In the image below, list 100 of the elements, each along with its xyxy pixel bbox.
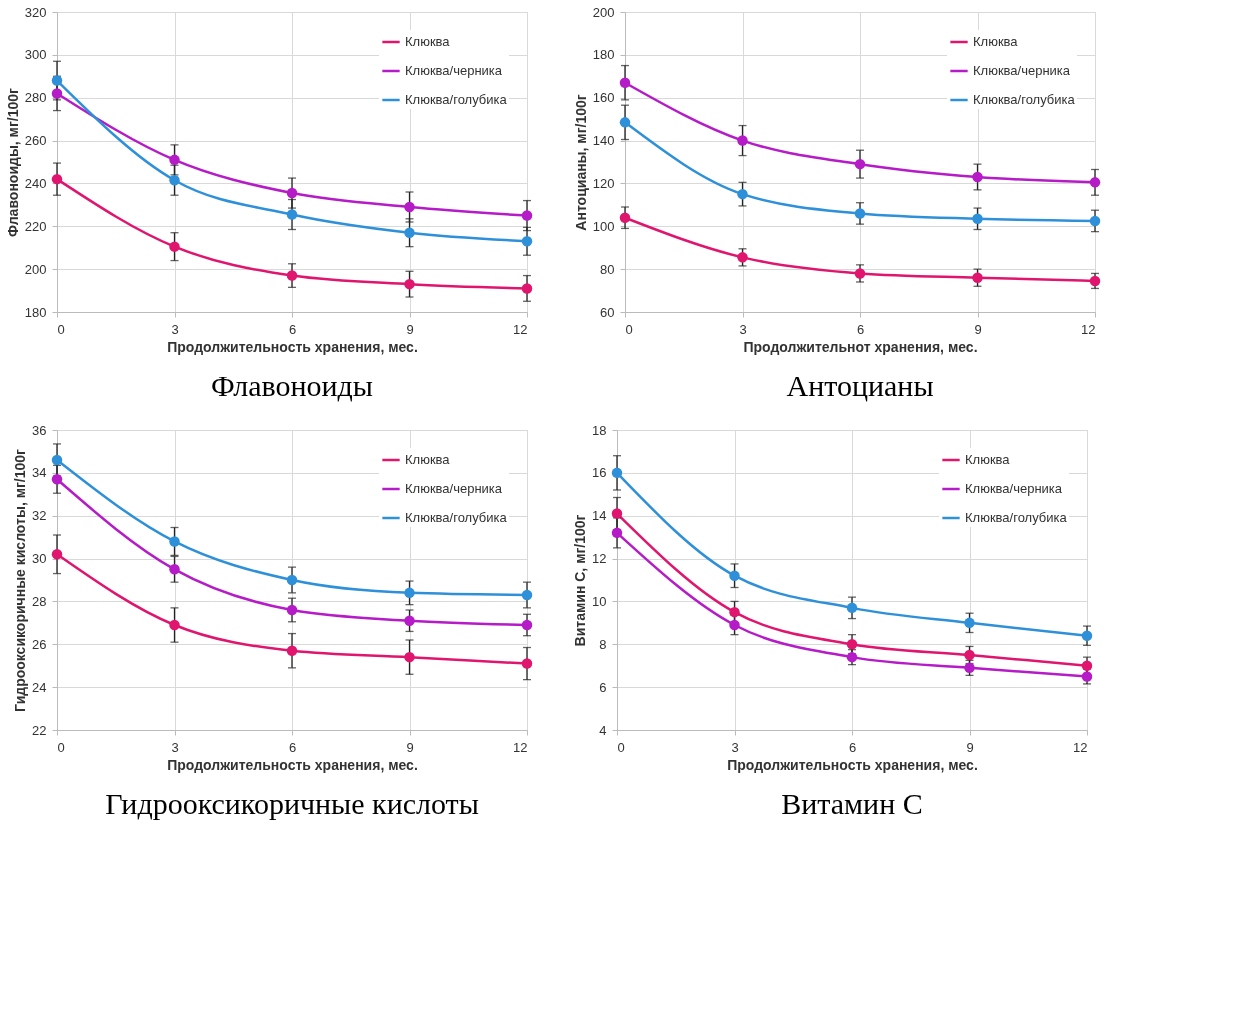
legend-label: Клюква/черника bbox=[973, 63, 1071, 78]
y-tick-label: 180 bbox=[592, 47, 615, 63]
legend-label: Клюква/голубика bbox=[973, 92, 1076, 107]
x-tick-label: 9 bbox=[406, 321, 414, 337]
point bbox=[169, 564, 180, 575]
x-tick-label: 0 bbox=[57, 739, 65, 755]
point bbox=[972, 171, 983, 183]
y-axis-title: Витамин С, мг/100г bbox=[572, 514, 589, 647]
point bbox=[169, 154, 180, 166]
point bbox=[619, 117, 631, 128]
y-tick-label: 160 bbox=[592, 90, 615, 106]
y-tick-label: 22 bbox=[32, 722, 47, 738]
point bbox=[846, 639, 858, 650]
point bbox=[737, 188, 748, 200]
point bbox=[404, 201, 415, 213]
point bbox=[286, 645, 298, 656]
point bbox=[619, 212, 631, 223]
x-tick-label: 9 bbox=[406, 739, 414, 755]
x-tick-label: 6 bbox=[288, 321, 297, 337]
x-tick-label: 12 bbox=[1073, 739, 1088, 755]
x-tick-label: 3 bbox=[171, 321, 179, 337]
point bbox=[521, 236, 533, 247]
y-axis-title: Антоцианы, мг/100г bbox=[572, 94, 589, 231]
legend-label: Клюква/черника bbox=[405, 481, 503, 496]
point bbox=[854, 268, 866, 279]
point bbox=[854, 208, 866, 219]
point bbox=[964, 649, 975, 661]
y-tick-label: 30 bbox=[32, 551, 47, 567]
point bbox=[404, 278, 415, 290]
point bbox=[51, 75, 63, 86]
y-tick-label: 60 bbox=[600, 304, 615, 320]
x-tick-label: 12 bbox=[513, 321, 528, 337]
y-tick-label: 10 bbox=[592, 593, 607, 609]
point bbox=[169, 174, 180, 186]
point bbox=[1081, 630, 1093, 641]
legend-label: Клюква bbox=[405, 34, 451, 49]
x-tick-label: 0 bbox=[57, 321, 65, 337]
y-axis-title: Гидрооксикоричные кислоты, мг/100г bbox=[12, 448, 29, 712]
text: Флавоноиды bbox=[211, 369, 373, 402]
y-tick-label: 12 bbox=[592, 551, 607, 567]
y-tick-label: 100 bbox=[592, 218, 615, 234]
text: Гидрооксикоричные кислоты bbox=[105, 787, 479, 820]
y-tick-label: 32 bbox=[32, 508, 47, 524]
point bbox=[521, 210, 533, 221]
x-axis-title: Продолжительность хранения, мес. bbox=[167, 756, 418, 773]
y-tick-label: 300 bbox=[24, 47, 47, 63]
x-tick-label: 6 bbox=[288, 739, 297, 755]
x-axis-title: Продолжительнот хранения, мес. bbox=[743, 338, 978, 355]
point bbox=[737, 135, 748, 146]
y-tick-label: 200 bbox=[592, 4, 615, 20]
y-tick-label: 180 bbox=[24, 304, 47, 320]
y-tick-label: 18 bbox=[592, 422, 607, 438]
x-tick-label: 6 bbox=[848, 739, 857, 755]
point bbox=[611, 527, 623, 539]
y-tick-label: 26 bbox=[32, 636, 47, 652]
y-tick-label: 8 bbox=[599, 636, 607, 652]
point bbox=[619, 77, 631, 88]
y-tick-label: 320 bbox=[24, 4, 47, 20]
y-tick-label: 200 bbox=[24, 261, 47, 277]
point bbox=[404, 651, 415, 663]
point bbox=[729, 606, 740, 618]
text: Антоцианы bbox=[786, 369, 934, 402]
y-tick-label: 28 bbox=[32, 593, 47, 609]
point bbox=[404, 615, 415, 626]
y-axis-title: Флавоноиды, мг/100г bbox=[4, 87, 21, 237]
point bbox=[521, 589, 533, 601]
x-tick-label: 0 bbox=[625, 321, 633, 337]
point bbox=[737, 252, 748, 263]
y-tick-label: 14 bbox=[592, 508, 607, 524]
point bbox=[404, 227, 415, 238]
point bbox=[611, 467, 623, 479]
y-tick-label: 120 bbox=[592, 175, 615, 191]
legend-label: Клюква/голубика bbox=[965, 510, 1068, 525]
y-tick-label: 34 bbox=[32, 465, 47, 481]
point bbox=[286, 604, 298, 616]
x-axis-title: Продолжительность хранения, мес. bbox=[167, 338, 418, 355]
y-tick-label: 6 bbox=[599, 679, 607, 695]
legend-label: Клюква bbox=[405, 452, 451, 467]
legend-label: Клюква/голубика bbox=[405, 510, 508, 525]
point bbox=[729, 570, 740, 581]
x-tick-label: 3 bbox=[731, 739, 739, 755]
x-tick-label: 3 bbox=[739, 321, 747, 337]
legend-label: Клюква bbox=[973, 34, 1019, 49]
point bbox=[846, 602, 858, 614]
x-tick-label: 3 bbox=[171, 739, 179, 755]
point bbox=[521, 658, 533, 669]
x-tick-label: 0 bbox=[617, 739, 625, 755]
x-tick-label: 9 bbox=[974, 321, 982, 337]
x-tick-label: 12 bbox=[513, 739, 528, 755]
y-tick-label: 36 bbox=[32, 422, 47, 438]
y-tick-label: 4 bbox=[599, 722, 607, 738]
point bbox=[972, 213, 983, 225]
point bbox=[521, 283, 533, 294]
point bbox=[286, 270, 298, 281]
point bbox=[1081, 660, 1093, 671]
point bbox=[854, 158, 866, 170]
x-tick-label: 9 bbox=[966, 739, 974, 755]
point bbox=[964, 617, 975, 629]
point bbox=[521, 619, 533, 631]
point bbox=[1089, 215, 1101, 227]
